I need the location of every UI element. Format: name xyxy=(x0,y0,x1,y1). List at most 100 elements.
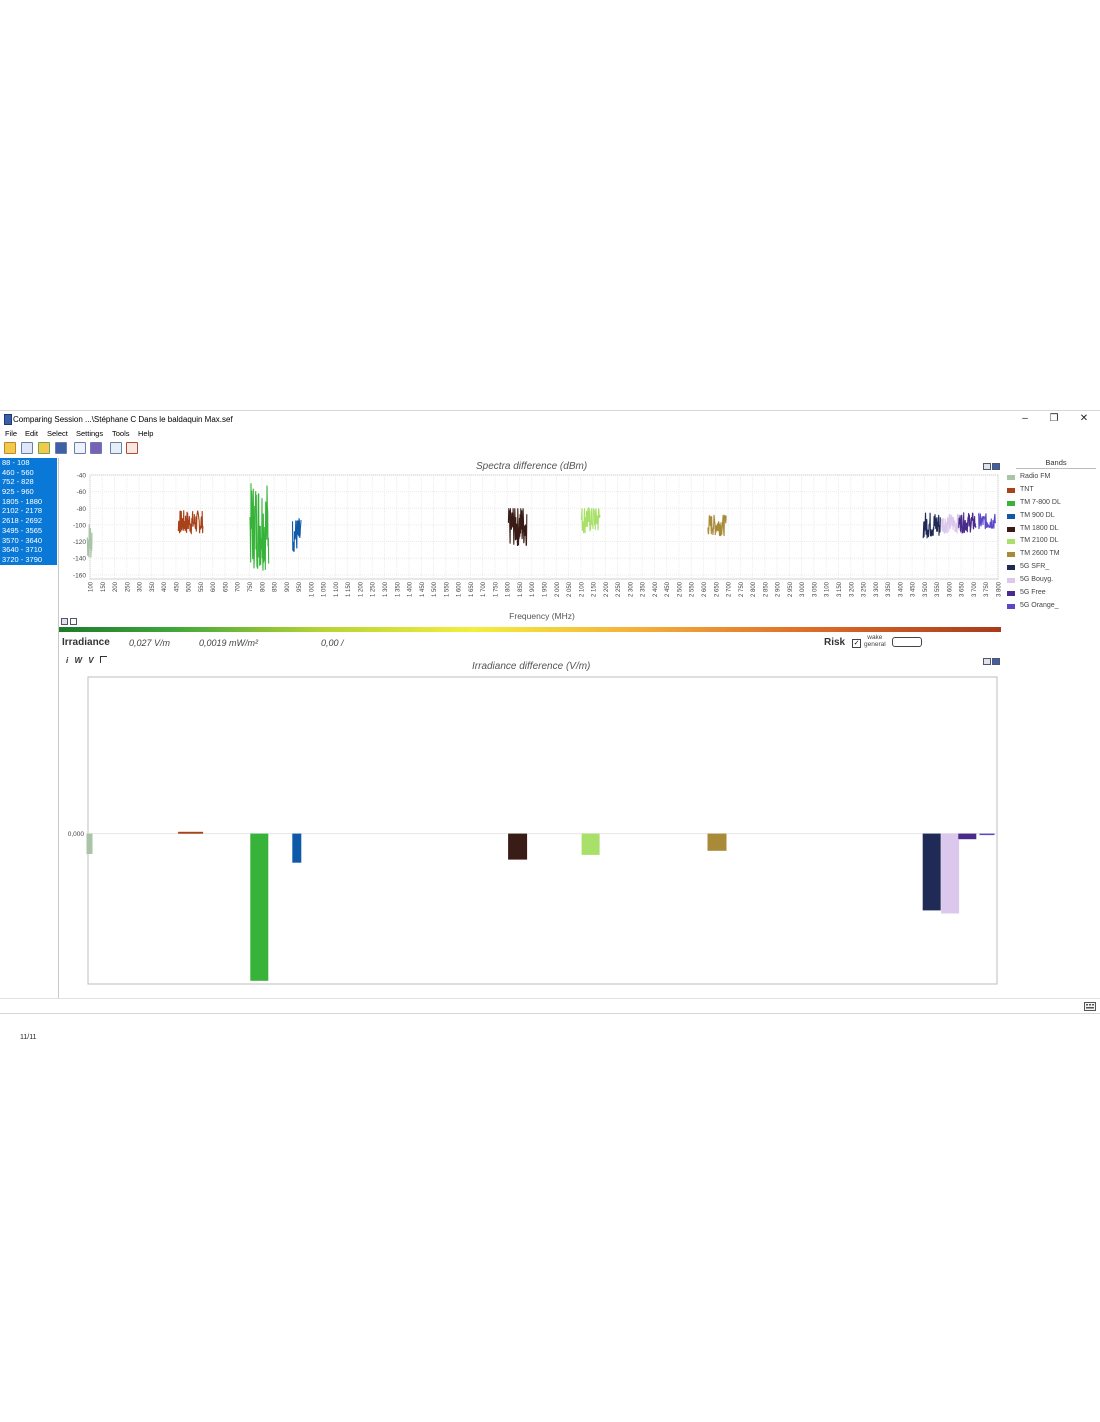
x-tick-label: 3 000 xyxy=(800,581,806,597)
menu-file[interactable]: File xyxy=(5,429,18,438)
x-tick-label: 1 750 xyxy=(493,581,499,597)
list-settings-icon[interactable] xyxy=(110,442,122,454)
x-tick-label: 3 800 xyxy=(997,581,1003,597)
x-tick-label: 1 900 xyxy=(530,581,536,597)
x-tick-label: 1 050 xyxy=(322,581,328,597)
maximize-button[interactable]: ❐ xyxy=(1049,413,1059,424)
irradiance-chart: 0,000 xyxy=(68,676,998,985)
x-tick-label: 3 400 xyxy=(898,581,904,597)
x-tick-label: 2 100 xyxy=(579,581,585,597)
range-panel: 88 - 108 460 - 560 752 - 828 925 - 960 1805 … xyxy=(0,458,59,1041)
x-tick-label: 200 xyxy=(113,581,119,592)
unit-w-toggle[interactable]: W xyxy=(74,656,83,665)
legend-swatch xyxy=(1007,565,1015,571)
x-tick-label: 850 xyxy=(273,581,279,592)
irr-zoom-icon[interactable] xyxy=(983,658,991,665)
y-tick-label: -60 xyxy=(77,489,87,496)
x-axis-label: Frequency (MHz) xyxy=(509,611,575,621)
legend-item[interactable]: TM 2100 DL xyxy=(1006,536,1096,549)
x-tick-label: 2 600 xyxy=(702,581,708,597)
table-icon[interactable] xyxy=(126,442,138,454)
spectrum-series-5 xyxy=(580,506,601,534)
menu-help[interactable]: Help xyxy=(138,429,154,438)
x-tick-label: 2 550 xyxy=(690,581,696,597)
frequency-range-item[interactable]: 2102 - 2178 xyxy=(2,506,43,516)
x-tick-label: 1 300 xyxy=(383,581,389,597)
frequency-range-item[interactable]: 1805 - 1880 xyxy=(2,496,43,506)
frequency-range-item[interactable]: 3495 - 3565 xyxy=(2,525,43,535)
legend-item[interactable]: 5G SFR_ xyxy=(1006,562,1096,575)
spectrum-series-6 xyxy=(707,514,727,537)
legend-label: 5G SFR_ xyxy=(1020,563,1050,571)
legend-label: TM 2600 TM xyxy=(1020,550,1060,558)
frequency-range-item[interactable]: 3720 - 3790 xyxy=(2,554,43,564)
power-density-value: 0,0019 mW/m² xyxy=(199,638,259,648)
spectrum-series-7 xyxy=(922,512,941,539)
frequency-range-list[interactable]: 88 - 108 460 - 560 752 - 828 925 - 960 1805 … xyxy=(0,458,57,565)
legend-label: 5G Free xyxy=(1020,589,1046,597)
x-tick-label: 3 750 xyxy=(984,581,990,597)
frequency-range-item[interactable]: 2618 - 2692 xyxy=(2,516,43,526)
risk-checkbox[interactable]: ✓ xyxy=(852,639,861,648)
x-tick-label: 500 xyxy=(187,581,193,592)
x-tick-label: 3 150 xyxy=(837,581,843,597)
spectrum-series-3 xyxy=(291,518,302,553)
keyboard-icon[interactable] xyxy=(1084,1002,1096,1011)
edit-document-icon[interactable] xyxy=(21,442,33,454)
x-tick-label: 650 xyxy=(223,581,229,592)
menu-settings[interactable]: Settings xyxy=(76,429,104,438)
y-tick-label: -120 xyxy=(73,539,86,546)
open-session-icon[interactable] xyxy=(38,442,50,454)
x-tick-label: 2 450 xyxy=(665,581,671,597)
legend-item[interactable]: TM 1800 DL xyxy=(1006,524,1096,537)
minimize-button[interactable]: – xyxy=(1022,413,1028,424)
legend-item[interactable]: TM 2600 TM xyxy=(1006,549,1096,562)
legend-item[interactable]: 5G Orange_ xyxy=(1006,601,1096,614)
x-tick-label: 3 600 xyxy=(947,581,953,597)
x-tick-label: 1 850 xyxy=(518,581,524,597)
x-tick-label: 3 450 xyxy=(911,581,917,597)
x-tick-label: 3 550 xyxy=(935,581,941,597)
menu-select[interactable]: Select xyxy=(47,429,68,438)
menu-tools[interactable]: Tools xyxy=(112,429,130,438)
irr-save-icon[interactable] xyxy=(992,658,1000,665)
frequency-range-item[interactable]: 925 - 960 xyxy=(2,487,34,497)
chart-save-icon[interactable] xyxy=(992,463,1000,470)
chart-zoom-icon[interactable] xyxy=(983,463,991,470)
spectrum-series-2 xyxy=(249,483,270,571)
bands-legend: Bands Radio FM TNT TM 7-800 DL TM 900 DL TM … xyxy=(1006,458,1096,614)
frequency-range-item[interactable]: 3640 - 3710 xyxy=(2,545,43,555)
frequency-range-item[interactable]: 460 - 560 xyxy=(2,467,34,477)
legend-item[interactable]: 5G Free xyxy=(1006,588,1096,601)
menu-edit[interactable]: Edit xyxy=(25,429,38,438)
unit-checkbox[interactable] xyxy=(99,656,107,663)
x-tick-label: 450 xyxy=(174,581,180,592)
x-tick-label: 250 xyxy=(125,581,131,592)
chart-mode-alt-icon[interactable] xyxy=(70,618,77,625)
spectrum-series-8 xyxy=(941,514,960,534)
frequency-range-item[interactable]: 752 - 828 xyxy=(2,477,34,487)
unit-i-toggle[interactable]: i xyxy=(66,656,69,665)
close-button[interactable]: ✕ xyxy=(1079,413,1089,424)
x-tick-label: 600 xyxy=(211,581,217,592)
chart-mode-icon[interactable] xyxy=(61,618,68,625)
y-tick-label: -80 xyxy=(77,506,87,513)
save-as-icon[interactable] xyxy=(90,442,102,454)
legend-item[interactable]: TNT xyxy=(1006,485,1096,498)
save-icon[interactable] xyxy=(55,442,67,454)
open-folder-icon[interactable] xyxy=(4,442,16,454)
unit-v-toggle[interactable]: V xyxy=(88,656,94,665)
legend-item[interactable]: TM 7-800 DL xyxy=(1006,498,1096,511)
x-tick-label: 3 650 xyxy=(960,581,966,597)
y-tick-label: -100 xyxy=(73,522,86,529)
legend-item[interactable]: 5G Bouyg. xyxy=(1006,575,1096,588)
legend-title: Bands xyxy=(1016,458,1096,469)
frequency-range-item[interactable]: 88 - 108 xyxy=(2,458,30,467)
legend-swatch xyxy=(1007,475,1015,480)
irradiance-bar-5 xyxy=(581,833,600,855)
report-icon[interactable] xyxy=(74,442,86,454)
x-tick-label: 3 700 xyxy=(972,581,978,597)
legend-item[interactable]: Radio FM xyxy=(1006,472,1096,485)
frequency-range-item[interactable]: 3570 - 3640 xyxy=(2,535,43,545)
legend-item[interactable]: TM 900 DL xyxy=(1006,511,1096,524)
